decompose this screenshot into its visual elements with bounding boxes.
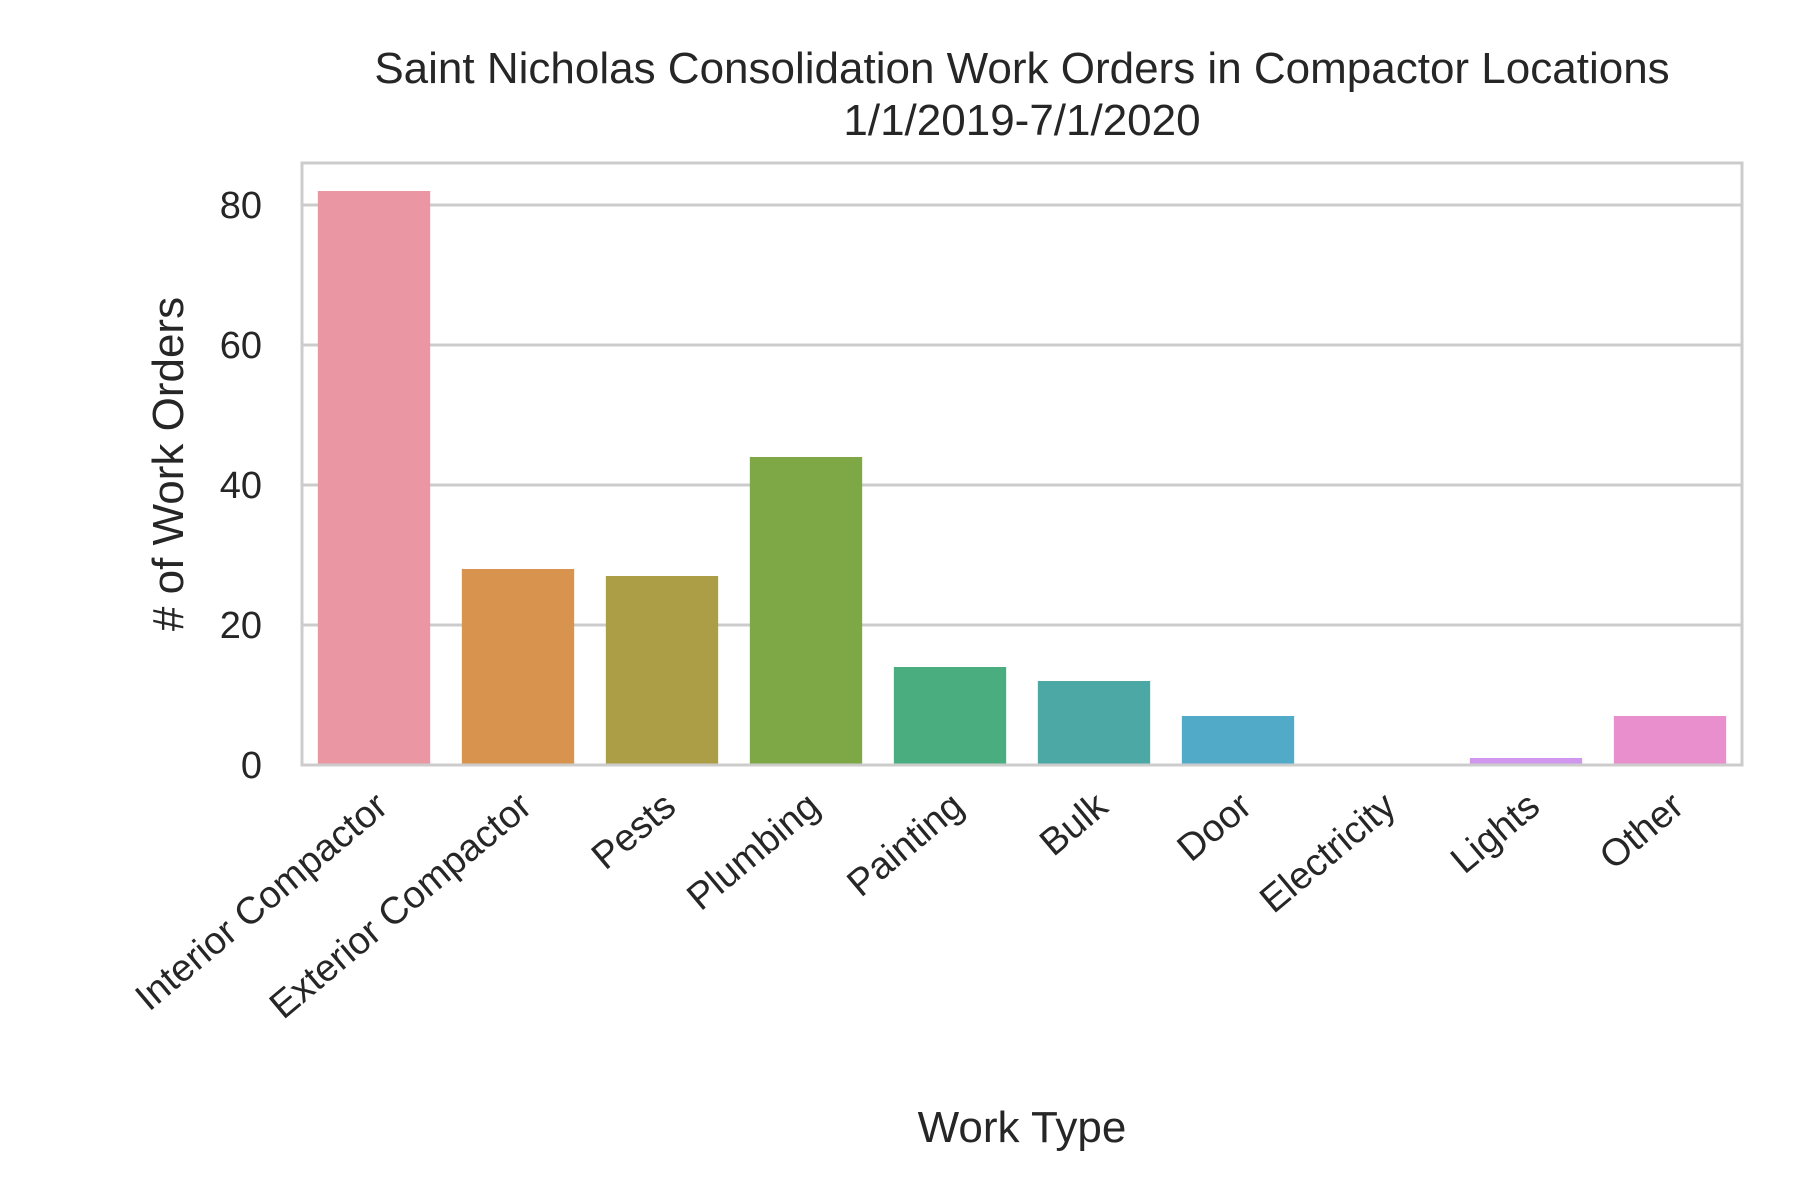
bars bbox=[317, 191, 1727, 765]
y-tick-label: 60 bbox=[220, 325, 262, 367]
bar-door bbox=[1181, 716, 1295, 765]
chart-subtitle: 1/1/2019-7/1/2020 bbox=[843, 96, 1200, 145]
x-tick-label: Painting bbox=[840, 785, 972, 905]
y-tick-label: 80 bbox=[220, 185, 262, 227]
y-tick-label: 20 bbox=[220, 605, 262, 647]
plot-frame bbox=[300, 161, 1744, 767]
x-tick-label: Plumbing bbox=[679, 785, 827, 919]
x-axis-label: Work Type bbox=[918, 1103, 1127, 1152]
y-tick-labels: 0 20 40 60 80 bbox=[220, 185, 262, 787]
x-tick-label: Bulk bbox=[1032, 784, 1116, 864]
bar-exterior-compactor bbox=[461, 569, 575, 765]
bar-plumbing bbox=[749, 457, 863, 765]
x-tick-label: Door bbox=[1170, 785, 1260, 870]
bar-pests bbox=[605, 576, 719, 765]
bar-painting bbox=[893, 667, 1007, 765]
x-tick-label: Pests bbox=[584, 785, 684, 878]
bar-other bbox=[1613, 716, 1727, 765]
x-tick-label: Other bbox=[1592, 785, 1692, 878]
bar-lights bbox=[1469, 758, 1583, 765]
x-tick-label: Lights bbox=[1443, 785, 1548, 882]
x-tick-label: Interior Compactor bbox=[128, 785, 396, 1020]
chart-title: Saint Nicholas Consolidation Work Orders… bbox=[374, 44, 1669, 93]
y-tick-label: 40 bbox=[220, 465, 262, 507]
x-tick-label: Electricity bbox=[1252, 785, 1404, 922]
bar-interior-compactor bbox=[317, 191, 431, 765]
y-axis-label: # of Work Orders bbox=[144, 297, 193, 631]
x-tick-label: Exterior Compactor bbox=[262, 785, 540, 1028]
bar-bulk bbox=[1037, 681, 1151, 765]
y-tick-label: 0 bbox=[241, 745, 262, 787]
